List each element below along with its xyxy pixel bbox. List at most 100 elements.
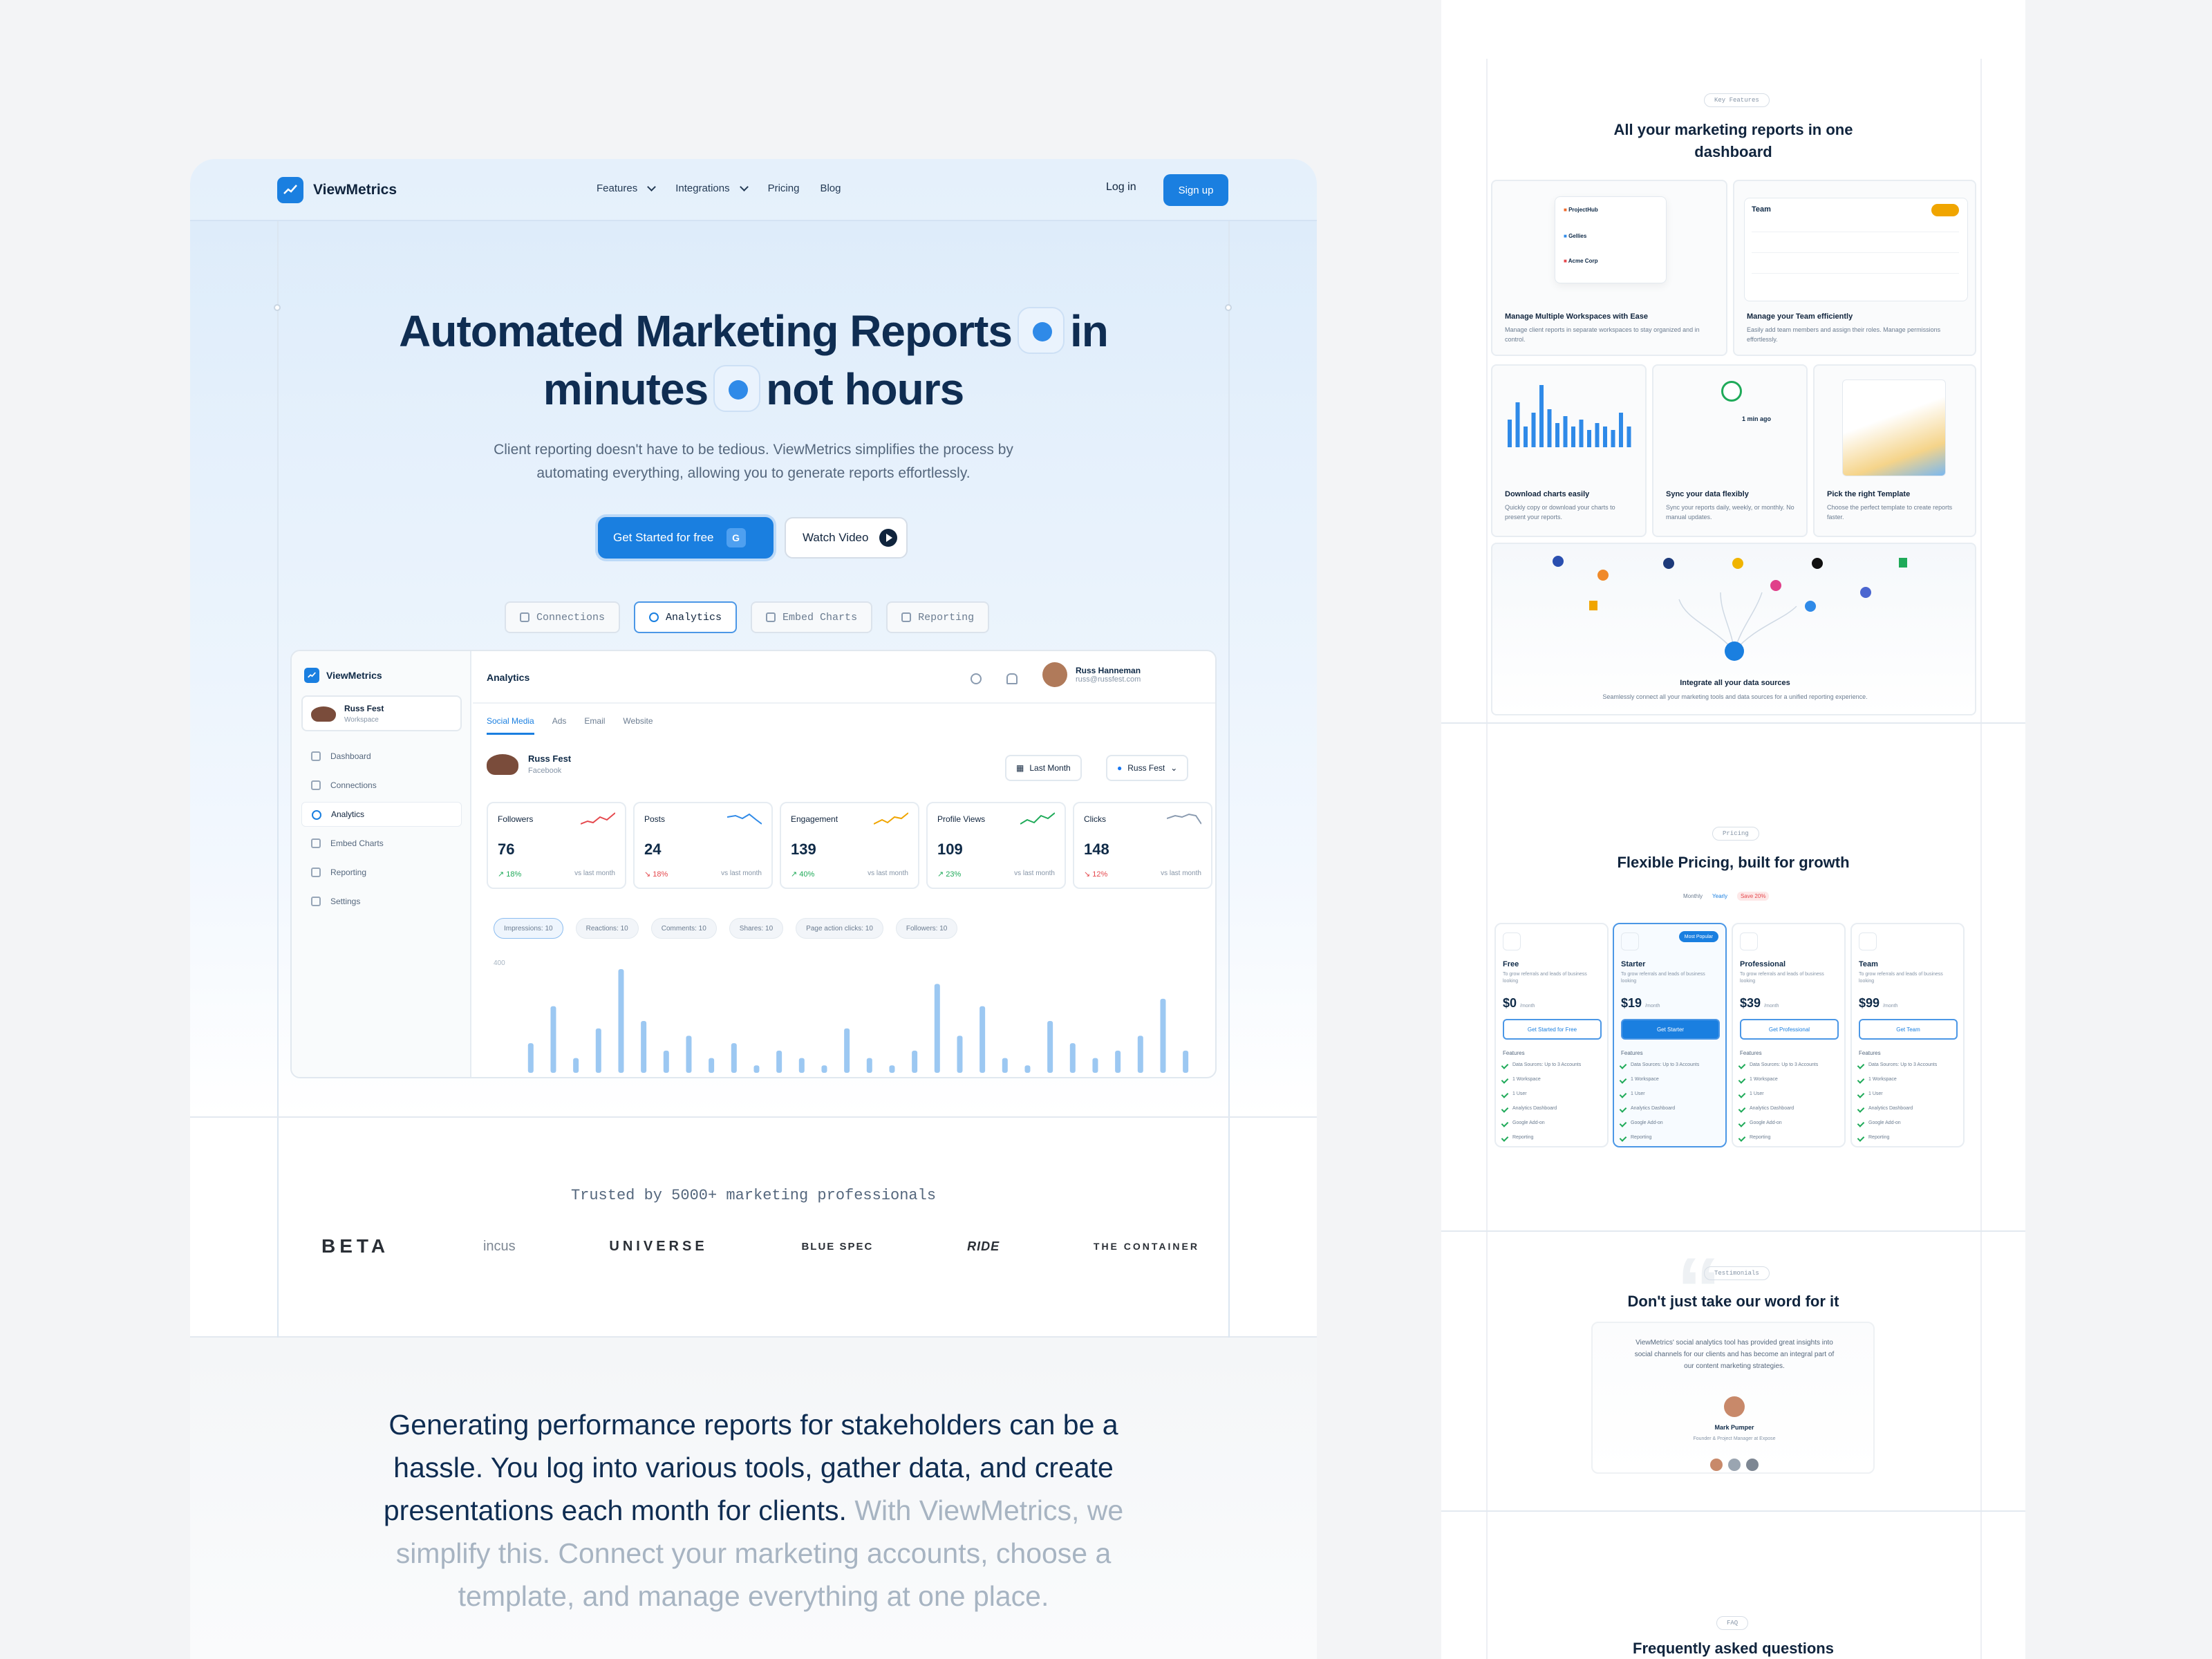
metric-card-posts: Posts 24 ↘ 18% vs last month (633, 802, 773, 889)
pager-avatar[interactable] (1728, 1459, 1741, 1471)
chart-bar (934, 984, 940, 1073)
tab-analytics[interactable]: Analytics (634, 601, 738, 633)
toggle-monthly[interactable]: Monthly (1683, 893, 1703, 899)
metric-compare: vs last month (574, 870, 615, 877)
logo-blue-spec: BLUE SPEC (801, 1240, 874, 1253)
plan-icon (1503, 932, 1521, 950)
metric-label: Followers (498, 814, 534, 824)
mini-chart-bar (1603, 427, 1607, 447)
sidebar-item-reporting[interactable]: Reporting (301, 860, 462, 885)
metric-delta-value: 18% (653, 870, 668, 879)
user-menu[interactable]: Russ Hanneman russ@russfest.com (1042, 662, 1141, 687)
login-link[interactable]: Log in (1106, 181, 1136, 193)
tab-social-media[interactable]: Social Media (487, 716, 534, 735)
tab-embed-charts[interactable]: Embed Charts (751, 601, 873, 633)
tab-ads[interactable]: Ads (552, 716, 567, 726)
mini-chart-bar (1515, 402, 1520, 447)
tab-label: Reporting (918, 611, 975, 624)
hero-section: ViewMetrics Features Integrations Pricin… (190, 159, 1317, 1116)
plan-button[interactable]: Get Starter (1621, 1019, 1720, 1040)
tab-website[interactable]: Website (623, 716, 653, 726)
pricing-card-team: Team To grow referrals and leads of busin… (1850, 923, 1965, 1147)
period-select[interactable]: ▦ Last Month (1005, 755, 1082, 781)
nav-pricing[interactable]: Pricing (767, 182, 800, 194)
workspace-type: Workspace (344, 716, 379, 724)
billing-toggle[interactable]: Monthly Yearly Save 20% (1683, 892, 1770, 901)
mini-chart-bar (1563, 416, 1568, 447)
brand[interactable]: ViewMetrics (277, 177, 397, 203)
chevron-down-icon: ⌄ (1170, 763, 1178, 773)
sidebar-item-connections[interactable]: Connections (301, 773, 462, 798)
tab-connections[interactable]: Connections (505, 601, 621, 633)
chart-bar (641, 1021, 647, 1073)
sidebar-item-label: Connections (330, 780, 377, 790)
pager-avatar[interactable] (1746, 1459, 1759, 1471)
feature-title: Integrate all your data sources (1680, 679, 1790, 687)
workspace-item-name: Gellies (1568, 233, 1587, 239)
account-select[interactable]: ● Russ Fest ⌄ (1106, 755, 1189, 781)
plan-button[interactable]: Get Started for Free (1503, 1019, 1602, 1040)
filter-chip[interactable]: Impressions: 10 (494, 918, 563, 939)
logo-ride: RIDE (967, 1239, 1000, 1253)
plan-icon (1740, 932, 1758, 950)
frame-line (1228, 1118, 1230, 1339)
feature-desc: Quickly copy or download your charts to … (1505, 504, 1615, 521)
tab-reporting[interactable]: Reporting (886, 601, 990, 633)
plan-feature: Analytics Dashboard (1503, 1106, 1581, 1121)
mini-chart-bar (1595, 423, 1600, 447)
filter-chip[interactable]: Followers: 10 (895, 918, 958, 939)
document-icon (311, 868, 321, 877)
frame-line (1228, 221, 1230, 1116)
sidebar-item-analytics[interactable]: Analytics (301, 802, 462, 827)
workspace-icon: ■ (1564, 258, 1567, 264)
logo-universe: UNIVERSE (609, 1238, 708, 1254)
sidebar-item-label: Reporting (330, 868, 367, 877)
sidebar-item-settings[interactable]: Settings (301, 889, 462, 914)
metric-delta: ↗ 18% (498, 870, 522, 879)
facebook-icon: ● (1117, 763, 1123, 773)
avatar (1724, 1396, 1745, 1417)
mini-chart-bar (1611, 430, 1615, 447)
get-started-button[interactable]: Get Started for free G (598, 517, 774, 559)
sidebar-item-embed-charts[interactable]: Embed Charts (301, 831, 462, 856)
filter-chip[interactable]: Reactions: 10 (575, 918, 639, 939)
filter-chip[interactable]: Comments: 10 (650, 918, 717, 939)
plan-features: Data Sources: Up to 3 Accounts 1 Workspac… (1621, 1062, 1699, 1150)
hero-subtitle-line: automating everything, allowing you to g… (536, 465, 971, 481)
help-icon[interactable] (971, 673, 982, 684)
mini-chart-bar (1587, 430, 1591, 447)
metric-label: Clicks (1084, 814, 1106, 824)
nav-blog[interactable]: Blog (820, 182, 841, 194)
toggle-yearly[interactable]: Yearly (1712, 893, 1727, 899)
filter-chip[interactable]: Page action clicks: 10 (796, 918, 883, 939)
plan-name: Team (1859, 960, 1878, 968)
workspace-switcher[interactable]: Russ Fest Workspace (301, 695, 462, 731)
filter-chip[interactable]: Shares: 10 (729, 918, 784, 939)
metric-value: 148 (1084, 841, 1109, 858)
workspace-icon: ■ (1564, 233, 1567, 239)
plan-button[interactable]: Get Team (1859, 1019, 1958, 1040)
hero-subtitle: Client reporting doesn't have to be tedi… (190, 438, 1317, 485)
features-title: All your marketing reports in one dashbo… (1613, 121, 1853, 160)
metric-value: 139 (791, 841, 816, 858)
mini-chart-bar (1508, 420, 1512, 447)
nav-features-label: Features (597, 182, 638, 194)
hero-title-part: Automated Marketing Reports (399, 306, 1013, 356)
plan-desc: To grow referrals and leads of business … (1503, 972, 1587, 984)
sidebar-item-dashboard[interactable]: Dashboard (301, 744, 462, 769)
section-divider (1441, 1230, 2025, 1232)
tab-email[interactable]: Email (584, 716, 606, 726)
feature-desc: Manage client reports in separate worksp… (1505, 326, 1700, 343)
pager-avatar[interactable] (1710, 1459, 1723, 1471)
nav-features[interactable]: Features (597, 182, 657, 194)
problem-statement: Generating performance reports for stake… (363, 1403, 1144, 1618)
signup-button[interactable]: Sign up (1163, 174, 1228, 206)
bell-icon[interactable] (1006, 673, 1018, 684)
avatar (1042, 662, 1067, 687)
feature-title: Sync your data flexibly (1666, 490, 1749, 498)
metric-value: 76 (498, 841, 515, 858)
plan-features: Data Sources: Up to 3 Accounts 1 Workspac… (1859, 1062, 1937, 1150)
plan-button[interactable]: Get Professional (1740, 1019, 1839, 1040)
nav-integrations[interactable]: Integrations (675, 182, 749, 194)
watch-video-button[interactable]: Watch Video (785, 517, 908, 559)
